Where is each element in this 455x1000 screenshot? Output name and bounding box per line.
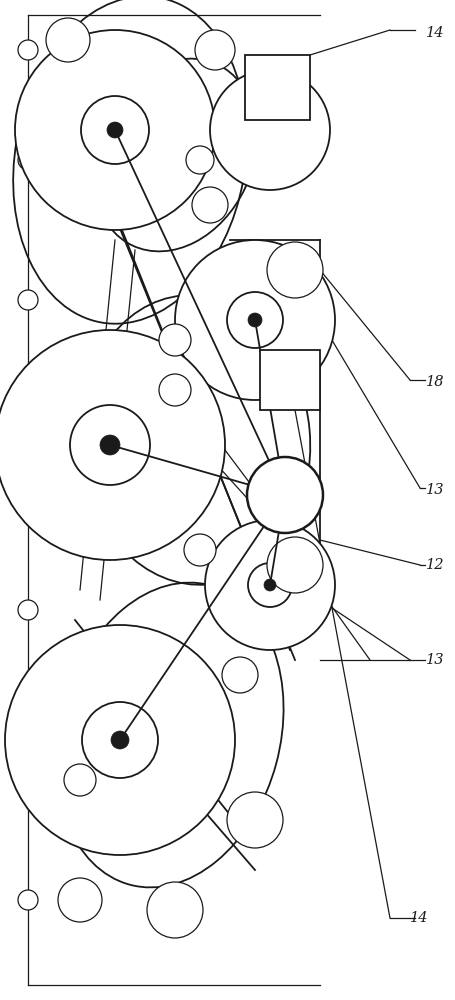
- Circle shape: [195, 30, 234, 70]
- Circle shape: [227, 292, 283, 348]
- Text: 12: 12: [425, 558, 444, 572]
- Text: 13: 13: [425, 653, 444, 667]
- Circle shape: [267, 537, 322, 593]
- Text: 18: 18: [425, 375, 444, 389]
- Circle shape: [18, 890, 38, 910]
- Circle shape: [18, 40, 38, 60]
- Circle shape: [159, 324, 191, 356]
- Circle shape: [82, 702, 157, 778]
- Circle shape: [227, 792, 283, 848]
- Circle shape: [18, 290, 38, 310]
- Circle shape: [0, 330, 224, 560]
- Circle shape: [46, 18, 90, 62]
- Circle shape: [107, 122, 123, 138]
- Circle shape: [192, 187, 228, 223]
- Circle shape: [5, 625, 234, 855]
- Text: 13: 13: [425, 483, 444, 497]
- Circle shape: [81, 96, 149, 164]
- Circle shape: [186, 146, 213, 174]
- Circle shape: [70, 405, 150, 485]
- Circle shape: [18, 435, 38, 455]
- Circle shape: [247, 457, 322, 533]
- Circle shape: [210, 70, 329, 190]
- Circle shape: [278, 489, 290, 501]
- Circle shape: [100, 435, 120, 455]
- Circle shape: [184, 534, 216, 566]
- Circle shape: [159, 374, 191, 406]
- Text: 14: 14: [410, 911, 428, 925]
- Circle shape: [147, 882, 202, 938]
- Circle shape: [15, 30, 214, 230]
- Bar: [259, 350, 319, 410]
- Circle shape: [175, 240, 334, 400]
- Circle shape: [18, 150, 38, 170]
- Circle shape: [18, 750, 38, 770]
- Circle shape: [58, 878, 102, 922]
- Circle shape: [267, 242, 322, 298]
- Circle shape: [111, 731, 129, 749]
- Circle shape: [64, 764, 96, 796]
- Circle shape: [205, 520, 334, 650]
- Circle shape: [18, 600, 38, 620]
- Circle shape: [263, 579, 275, 591]
- Bar: [244, 55, 309, 120]
- Text: 14: 14: [425, 26, 444, 40]
- Circle shape: [248, 313, 262, 327]
- Circle shape: [248, 563, 291, 607]
- Circle shape: [222, 657, 258, 693]
